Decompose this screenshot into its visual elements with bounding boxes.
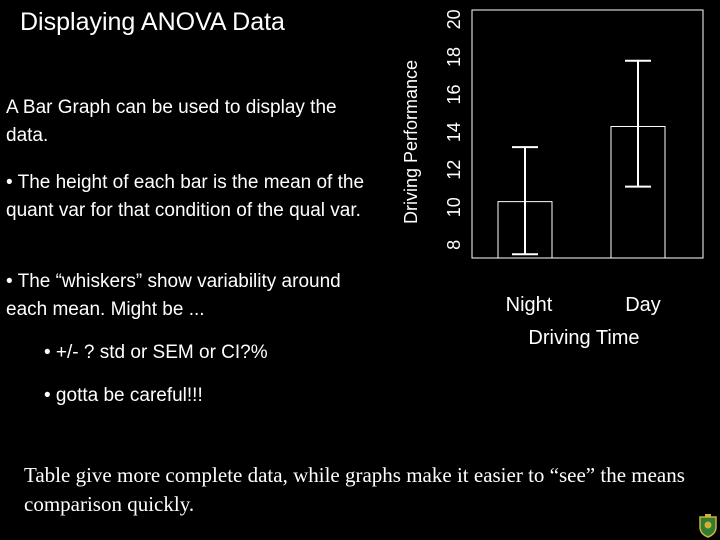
crest-icon: [699, 514, 717, 538]
plot-frame: [471, 9, 704, 259]
bullet-whiskers: • The “whiskers” show variability around…: [6, 271, 341, 320]
x-category-label: Day: [625, 294, 661, 316]
y-tick-label: 14: [444, 122, 464, 142]
y-tick-label: 18: [444, 47, 464, 67]
y-axis-label: Driving Performance: [401, 60, 421, 224]
x-category-label: Night: [506, 294, 553, 316]
bullet-bar-height: • The height of each bar is the mean of …: [6, 172, 365, 221]
footnote-text: Table give more complete data, while gra…: [24, 463, 685, 516]
bullet-variability-options: • +/- ? std or SEM or CI?%: [44, 342, 268, 363]
y-tick-label: 8: [444, 240, 464, 250]
intro-text: A Bar Graph can be used to display the d…: [6, 97, 337, 146]
slide-title: Displaying ANOVA Data: [20, 8, 285, 36]
y-tick-label: 12: [444, 160, 464, 180]
x-axis-label: Driving Time: [528, 327, 639, 349]
y-tick-label: 16: [444, 85, 464, 105]
y-tick-label: 10: [444, 197, 464, 217]
y-tick-label: 20: [444, 9, 464, 29]
bullet-careful: • gotta be careful!!!: [44, 385, 203, 406]
